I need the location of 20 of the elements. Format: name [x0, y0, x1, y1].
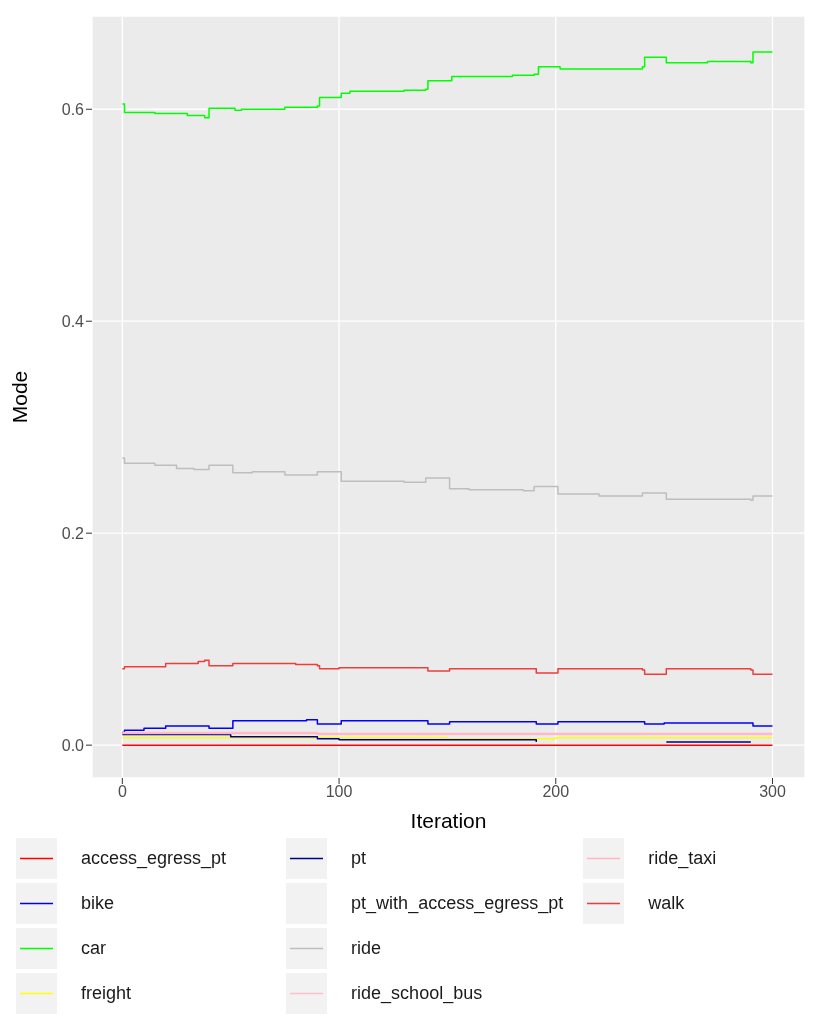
legend-label: freight [81, 983, 132, 1004]
y-tick-label: 0.6 [61, 100, 85, 118]
y-axis-title: Mode [8, 370, 32, 424]
legend-label: ride [351, 938, 382, 959]
legend-label: car [81, 938, 107, 959]
x-tick-label: 100 [325, 783, 353, 801]
legend-label: pt [351, 848, 367, 869]
legend-label: walk [648, 893, 685, 914]
x-tick-label: 200 [542, 783, 570, 801]
x-axis-title: Iteration [410, 809, 487, 832]
y-tick-label: 0.0 [61, 736, 85, 754]
legend-label: pt_with_access_egress_pt [351, 893, 564, 914]
y-tick-label: 0.4 [61, 312, 85, 330]
legend-label: ride_school_bus [351, 983, 483, 1004]
legend-label: bike [81, 893, 115, 914]
legend-label: access_egress_pt [81, 848, 227, 869]
legend-label: ride_taxi [648, 848, 717, 869]
x-tick-label: 300 [759, 783, 786, 801]
y-tick-label: 0.2 [61, 524, 85, 542]
x-tick-label: 0 [117, 783, 127, 801]
